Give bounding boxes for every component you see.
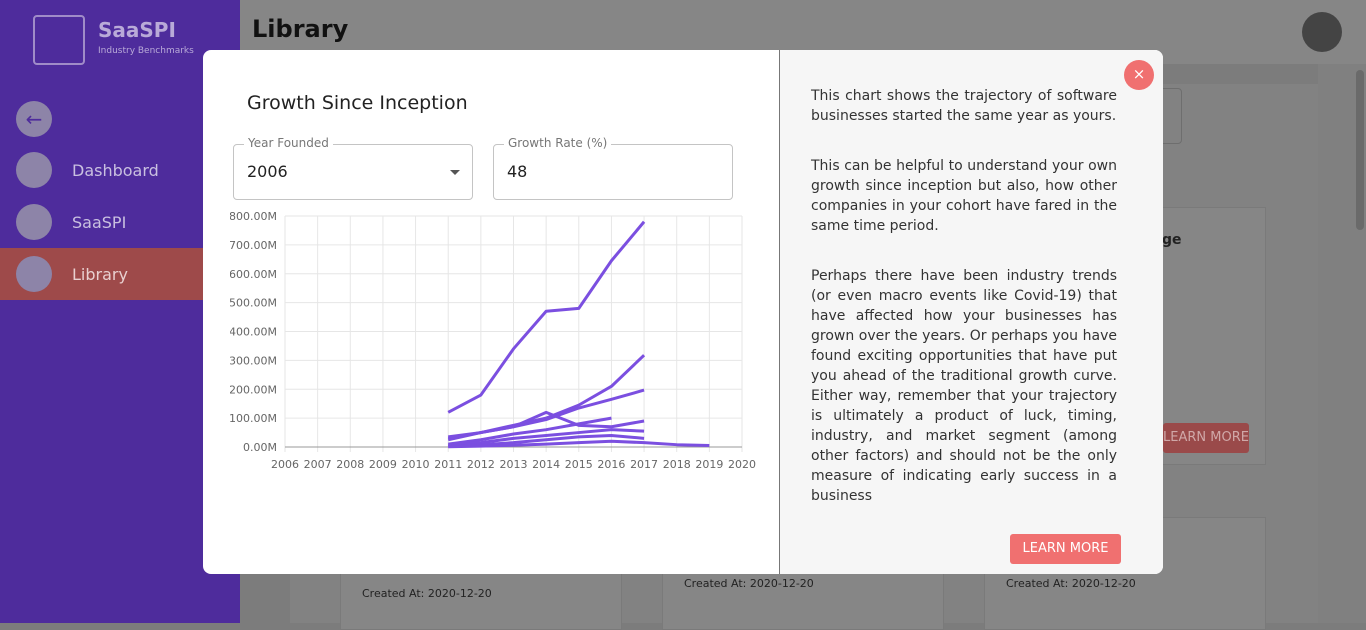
description: This can be helpful to understand your o… bbox=[811, 158, 1117, 234]
x-tick-label: 2017 bbox=[630, 458, 658, 471]
created-at: Created At: 2020-12-20 bbox=[362, 587, 492, 600]
series-line bbox=[448, 428, 645, 448]
modal-title: Growth Since Inception bbox=[247, 92, 468, 114]
created-at: Created At: 2020-12-20 bbox=[1006, 577, 1136, 590]
info-panel: This chart shows the trajectory of softw… bbox=[779, 50, 1163, 574]
nav-label: SaaSPI bbox=[72, 212, 127, 232]
x-tick-label: 2012 bbox=[467, 458, 495, 471]
field-value: 2006 bbox=[247, 162, 288, 181]
x-tick-label: 2019 bbox=[695, 458, 723, 471]
x-tick-label: 2013 bbox=[500, 458, 528, 471]
x-tick-label: 2010 bbox=[402, 458, 430, 471]
card-title: ge bbox=[1162, 232, 1182, 248]
logo-title: SaaSPI bbox=[98, 18, 176, 42]
field-value: 48 bbox=[507, 162, 528, 181]
chart: 0.00M 100.00M 200.00M 300.00M 400.00M 500.00M… bbox=[230, 210, 756, 471]
scrollbar[interactable] bbox=[1356, 70, 1364, 230]
dropdown-arrow bbox=[450, 170, 460, 180]
nav-item[interactable]: SaaSPI bbox=[0, 196, 240, 248]
x-tick-label: 2014 bbox=[532, 458, 560, 471]
field-label: Year Founded bbox=[244, 136, 333, 150]
growth-input[interactable]: Growth Rate (%) 48 bbox=[493, 136, 733, 200]
x-tick-label: 2006 bbox=[271, 458, 299, 471]
y-tick-label: 700.00M bbox=[230, 239, 277, 252]
x-tick-label: 2018 bbox=[663, 458, 691, 471]
created-at: Created At: 2020-12-20 bbox=[684, 577, 814, 590]
modal: Growth Since Inception Year Founded 2006… bbox=[203, 50, 1163, 574]
series-line bbox=[448, 439, 710, 449]
page-title: Library bbox=[252, 15, 349, 43]
x-tick-label: 2007 bbox=[304, 458, 332, 471]
x-tick-label: 2015 bbox=[565, 458, 593, 471]
x-tick-label: 2009 bbox=[369, 458, 397, 471]
y-tick-label: 100.00M bbox=[230, 412, 277, 425]
y-tick-label: 400.00M bbox=[230, 326, 277, 339]
nav-label: Library bbox=[72, 264, 128, 284]
series-line bbox=[447, 220, 646, 414]
card-button[interactable]: LEARN MORE bbox=[1163, 423, 1249, 453]
x-tick-label: 2016 bbox=[597, 458, 625, 471]
nav-item[interactable]: Dashboard bbox=[0, 144, 240, 196]
y-tick-label: 300.00M bbox=[230, 354, 277, 367]
y-tick-label: 600.00M bbox=[230, 268, 277, 281]
back-button[interactable]: ← bbox=[16, 101, 52, 137]
description: Perhaps there have been industry trends … bbox=[811, 268, 1117, 504]
avatar[interactable] bbox=[1302, 12, 1342, 52]
close-button[interactable]: × bbox=[1124, 60, 1154, 90]
y-tick-label: 0.00M bbox=[243, 441, 277, 454]
y-tick-label: 800.00M bbox=[230, 210, 277, 223]
description: This chart shows the trajectory of softw… bbox=[811, 88, 1117, 124]
y-tick-label: 500.00M bbox=[230, 297, 277, 310]
sidebar: SaaSPI Industry Benchmarks ← Dashboard S… bbox=[0, 0, 240, 623]
logo-icon bbox=[33, 15, 85, 65]
field-label: Growth Rate (%) bbox=[504, 136, 612, 150]
series-line bbox=[448, 416, 612, 446]
nav-label: Dashboard bbox=[72, 160, 159, 180]
x-tick-label: 2020 bbox=[728, 458, 756, 471]
x-tick-label: 2011 bbox=[434, 458, 462, 471]
logo-subtitle: Industry Benchmarks bbox=[98, 46, 194, 56]
x-tick-label: 2008 bbox=[336, 458, 364, 471]
series-line bbox=[448, 410, 645, 439]
y-tick-label: 200.00M bbox=[230, 383, 277, 396]
learn-more-button[interactable]: LEARN MORE bbox=[1010, 534, 1121, 564]
nav-item[interactable]: Library bbox=[0, 248, 240, 300]
year-select[interactable]: Year Founded 2006 bbox=[233, 136, 473, 200]
